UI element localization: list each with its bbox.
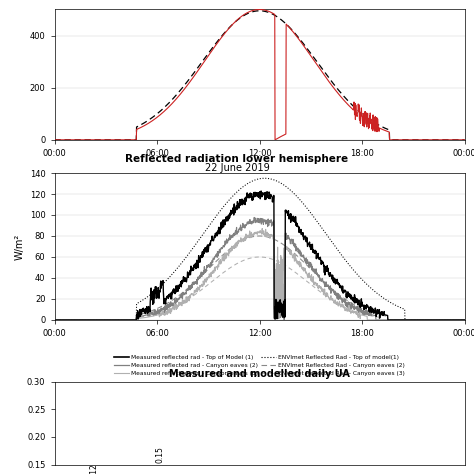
Text: 0.15: 0.15	[156, 447, 165, 464]
Text: 22 June 2019: 22 June 2019	[205, 163, 269, 173]
Title: Measured and modelled daily UA: Measured and modelled daily UA	[169, 369, 350, 379]
Legend: Measured reflected rad - Top of Model (1), Measured reflected rad - Canyon eaves: Measured reflected rad - Top of Model (1…	[114, 355, 405, 376]
Y-axis label: W/m²: W/m²	[14, 233, 24, 260]
Text: Reflected radiation lower hemisphere: Reflected radiation lower hemisphere	[126, 154, 348, 164]
Text: 0.12: 0.12	[90, 463, 99, 474]
Bar	[139, 465, 182, 474]
